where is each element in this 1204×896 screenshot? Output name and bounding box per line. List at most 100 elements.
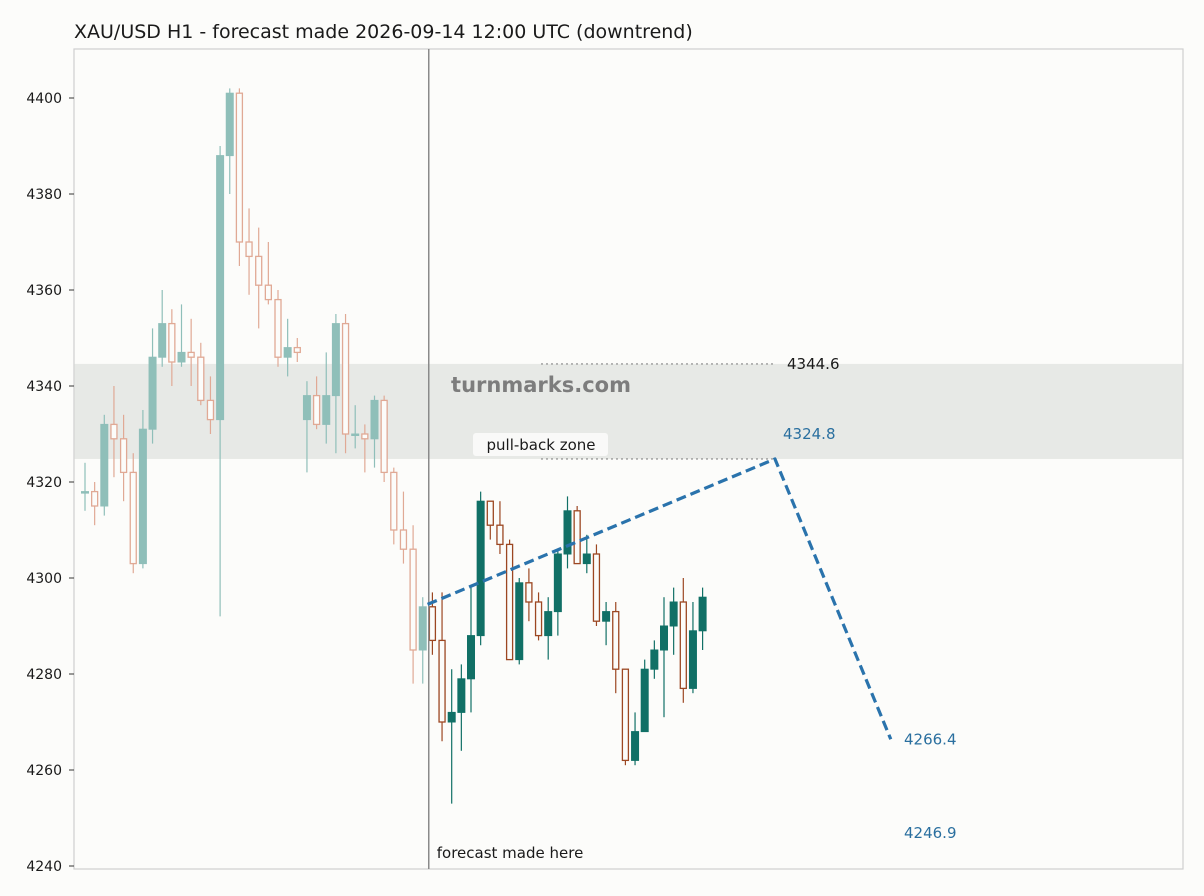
pullback-zone-layer [74, 363, 1183, 459]
candle-body [322, 395, 331, 425]
actual-candle [525, 568, 533, 622]
history-candle [312, 376, 321, 430]
y-tick-label: 4280 [26, 667, 62, 683]
candle-body [496, 524, 504, 546]
level-label: 4344.6 [787, 355, 840, 373]
plot-frame [73, 48, 1184, 870]
candle-body [544, 611, 553, 637]
history-candle [390, 467, 398, 545]
history-candle [216, 146, 225, 617]
y-tick-label: 4340 [26, 379, 62, 395]
history-candle [81, 462, 89, 511]
actual-candle [476, 491, 485, 646]
candle-body [418, 606, 427, 651]
actual-candle [582, 534, 591, 574]
level-label: 4246.9 [904, 824, 957, 842]
history-candle [225, 88, 234, 194]
candle-body [698, 596, 707, 632]
actual-candle [631, 712, 640, 766]
candle-body [361, 433, 369, 440]
candle-body [158, 323, 167, 358]
chart-title: XAU/USD H1 - forecast made 2026-09-14 12… [74, 21, 693, 43]
candle-body [177, 351, 186, 363]
actual-candle [553, 549, 562, 636]
candle-body [283, 347, 292, 358]
candle-body [216, 155, 225, 421]
y-tick-label: 4240 [26, 859, 62, 875]
actual-candle [669, 587, 678, 655]
actual-candle [650, 640, 659, 679]
actual-candle [573, 506, 581, 565]
candle-body [669, 601, 678, 627]
y-tick-label: 4260 [26, 763, 62, 779]
actual-candle [592, 544, 601, 626]
actual-candle [660, 597, 668, 718]
candle-body [312, 394, 321, 426]
candle-body [293, 346, 301, 354]
candle-body [486, 500, 494, 526]
candle-body [573, 510, 581, 565]
candle-body [100, 423, 109, 507]
actual-candle [467, 587, 475, 713]
candle-body [138, 428, 147, 565]
actual-candle [698, 587, 707, 650]
history-candle [351, 405, 360, 449]
actual-candle [621, 668, 630, 766]
forecast-path-line [426, 457, 893, 740]
history-candle [418, 597, 427, 684]
actual-candle [438, 592, 446, 742]
history-candle [197, 342, 205, 406]
history-candle [322, 352, 331, 444]
actual-candle [640, 659, 649, 733]
history-candle [341, 314, 350, 454]
candle-body [206, 399, 215, 421]
candle-body [553, 553, 562, 613]
candle-body [225, 92, 234, 157]
pullback-zone-band [74, 363, 1183, 459]
candle-body [91, 490, 99, 507]
candle-body [660, 625, 668, 651]
history-candle [302, 381, 311, 473]
candle-body [457, 678, 466, 713]
candle-body [129, 471, 137, 565]
forecast-marker-label: forecast made here [437, 844, 584, 862]
forecast-overlay-layer: forecast made here turnmarks.com pull-back… [426, 49, 957, 869]
candle-body [621, 668, 630, 762]
candle-body [409, 548, 417, 651]
actual-candle [563, 496, 572, 569]
candle-body [582, 553, 591, 565]
candle-body [428, 606, 437, 642]
candle-body [148, 356, 157, 430]
history-candle [206, 376, 215, 434]
y-tick-label: 4400 [26, 91, 62, 107]
history-candle [370, 395, 379, 468]
actual-candle [612, 602, 620, 694]
history-candle [283, 318, 292, 377]
y-tick-label: 4380 [26, 187, 62, 203]
candle-body [399, 529, 408, 550]
history-candle [399, 491, 408, 564]
candle-body [81, 491, 89, 494]
actual-candle [515, 578, 524, 665]
candle-body [390, 471, 398, 531]
candle-body [602, 611, 611, 622]
candle-body [563, 510, 572, 555]
candle-body [688, 630, 697, 689]
actual-candle [688, 602, 697, 694]
watermark: turnmarks.com [451, 373, 631, 397]
candle-body [302, 395, 311, 421]
actual-candle [534, 592, 543, 641]
history-candle [380, 395, 388, 482]
history-candle [255, 227, 263, 329]
candle-body [341, 322, 350, 435]
history-candle [409, 525, 417, 684]
history-candle [119, 414, 128, 502]
candle-body [534, 601, 543, 637]
candle-body [110, 423, 118, 440]
candle-body [197, 356, 205, 402]
history-candle [91, 482, 99, 526]
pullback-zone-label-text: pull-back zone [487, 436, 596, 454]
actual-candle [679, 578, 687, 703]
actual-candle [505, 539, 514, 661]
